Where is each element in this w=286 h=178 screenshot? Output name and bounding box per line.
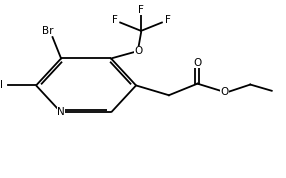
Text: O: O [193,58,202,68]
Text: O: O [221,87,229,97]
Text: N: N [57,107,65,117]
Text: F: F [112,15,118,25]
Text: O: O [134,46,142,56]
Text: F: F [165,15,170,25]
Text: I: I [0,80,3,90]
Text: Br: Br [43,26,54,36]
Text: F: F [138,4,144,15]
